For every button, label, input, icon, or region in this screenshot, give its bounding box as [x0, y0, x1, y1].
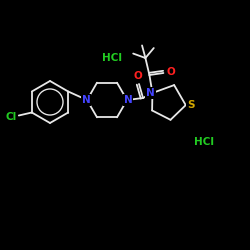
- Text: N: N: [146, 88, 155, 98]
- Text: S: S: [187, 100, 194, 110]
- Text: N: N: [82, 95, 90, 105]
- Text: O: O: [166, 67, 175, 77]
- Text: Cl: Cl: [5, 112, 16, 122]
- Text: N: N: [124, 95, 132, 105]
- Text: HCl: HCl: [102, 53, 122, 63]
- Text: HCl: HCl: [194, 137, 214, 147]
- Text: O: O: [134, 71, 142, 81]
